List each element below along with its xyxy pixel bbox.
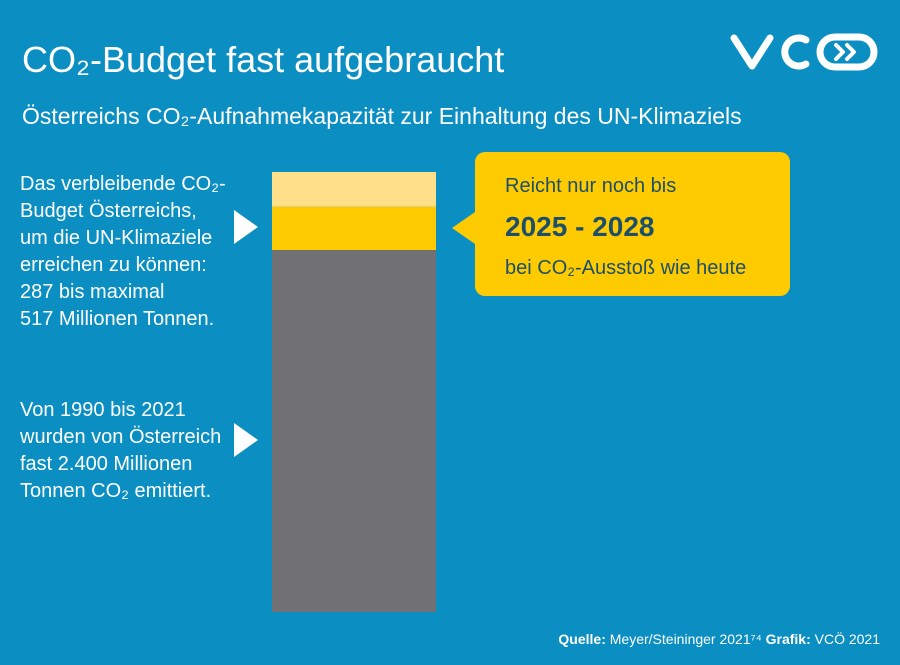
annotation-line: erreichen zu können: bbox=[20, 254, 207, 276]
callout-highlight: 2025 - 2028 bbox=[505, 211, 654, 242]
callout-box bbox=[475, 152, 790, 296]
chart-title: CO₂-Budget fast aufgebraucht bbox=[22, 39, 504, 80]
logo bbox=[730, 33, 878, 71]
source-text: Meyer/Steininger 2021⁷⁴ bbox=[610, 631, 762, 647]
chart-subtitle: Österreichs CO₂-Aufnahmekapazität zur Ei… bbox=[22, 103, 742, 129]
callout-text: Reicht nur noch bis bbox=[505, 175, 676, 197]
annotation-line: wurden von Österreich bbox=[19, 426, 221, 448]
annotation-line: fast 2.400 Millionen bbox=[20, 453, 192, 475]
arrow bbox=[234, 423, 258, 457]
annotation-line: 287 bis maximal bbox=[20, 281, 165, 303]
callout-text: bei CO₂-Ausstoß wie heute bbox=[505, 257, 746, 279]
annotation-line: Budget Österreichs, bbox=[20, 200, 197, 222]
annotation-line: Tonnen CO₂ emittiert. bbox=[20, 480, 211, 502]
bar-segment bbox=[272, 249, 436, 612]
source: Quelle: Meyer/Steininger 2021⁷⁴ Grafik: … bbox=[558, 630, 880, 647]
annotation-line: um die UN-Klimaziele bbox=[20, 227, 212, 249]
bar-segment bbox=[272, 206, 436, 250]
arrow bbox=[234, 210, 258, 244]
annotation-line: Von 1990 bis 2021 bbox=[20, 399, 186, 421]
bar-segment bbox=[272, 172, 436, 207]
callout-pointer bbox=[452, 210, 478, 246]
annotation-line: Das verbleibende CO₂- bbox=[20, 173, 226, 195]
credit-text: VCÖ 2021 bbox=[815, 630, 881, 647]
annotation-line: 517 Millionen Tonnen. bbox=[20, 308, 214, 330]
source-label: Quelle: bbox=[558, 631, 605, 647]
credit-label: Grafik: bbox=[766, 631, 811, 647]
